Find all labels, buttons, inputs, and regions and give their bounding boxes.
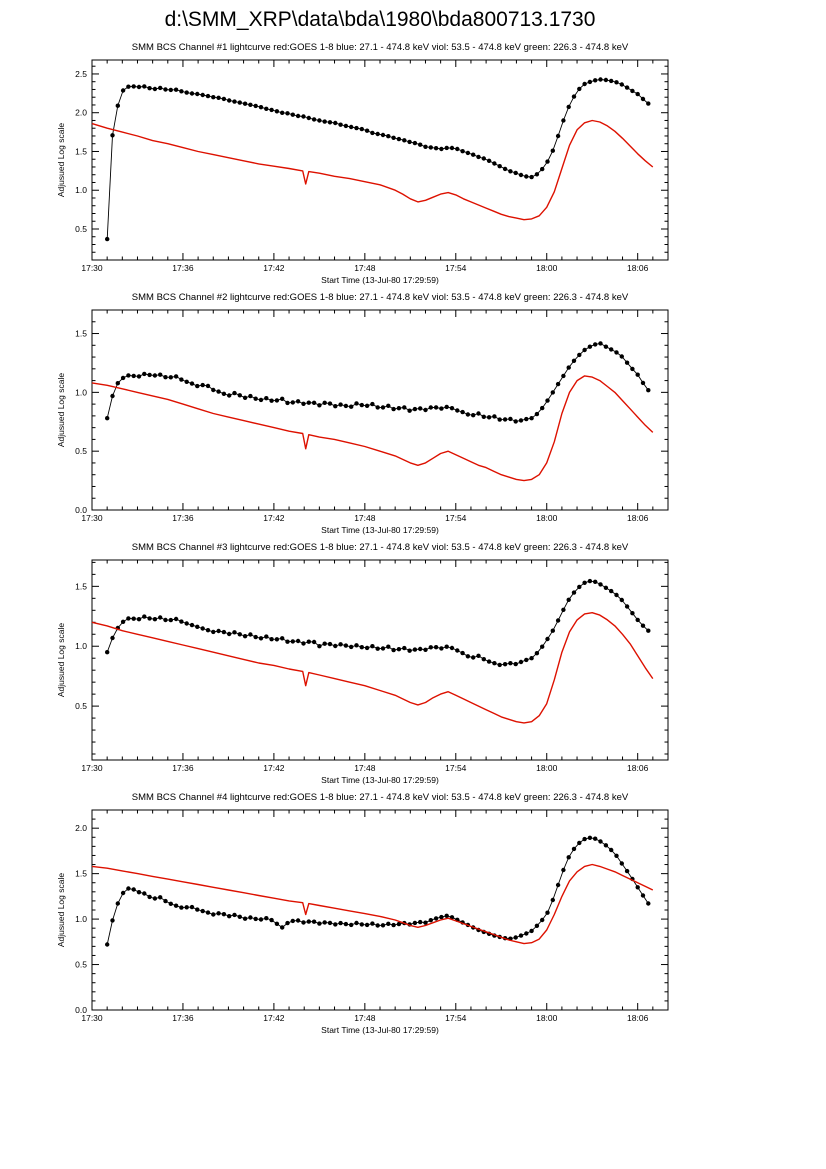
- y-tick-label: 0.5: [75, 224, 87, 234]
- y-tick-label: 1.5: [75, 869, 87, 879]
- plot-frame: [91, 809, 669, 1011]
- y-tick-label: 1.0: [75, 914, 87, 924]
- y-tick-label: 1.5: [75, 329, 87, 339]
- chart-panel-1: SMM BCS Channel #1 lightcurve red:GOES 1…: [56, 42, 669, 285]
- x-tick-label: 17:36: [172, 763, 194, 773]
- x-tick-label: 18:00: [536, 263, 558, 273]
- series-black-dots: [105, 341, 651, 424]
- x-tick-label: 17:36: [172, 1013, 194, 1023]
- y-tick-label: 0.0: [75, 505, 87, 515]
- series-red-line: [91, 612, 654, 724]
- series-red-line: [91, 375, 654, 482]
- y-axis-label: Adjusued Log scale: [56, 873, 66, 947]
- y-tick-label: 2.0: [75, 108, 87, 118]
- x-tick-label: 18:06: [627, 1013, 649, 1023]
- y-tick-label: 2.0: [75, 823, 87, 833]
- y-tick-label: 0.5: [75, 446, 87, 456]
- y-tick-label: 0.5: [75, 960, 87, 970]
- series-red-line: [91, 119, 654, 221]
- series-black-dots: [105, 77, 651, 242]
- chart-title: SMM BCS Channel #4 lightcurve red:GOES 1…: [132, 792, 629, 803]
- x-tick-label: 18:00: [536, 763, 558, 773]
- charts-container: SMM BCS Channel #1 lightcurve red:GOES 1…: [0, 38, 826, 1038]
- x-tick-label: 17:30: [81, 263, 103, 273]
- plot-frame: [91, 559, 669, 761]
- x-tick-label: 17:54: [445, 263, 467, 273]
- y-tick-label: 1.0: [75, 185, 87, 195]
- x-tick-label: 17:54: [445, 513, 467, 523]
- axis-ticks: [91, 60, 669, 261]
- axis-ticks: [91, 809, 669, 1011]
- x-tick-label: 18:00: [536, 1013, 558, 1023]
- chart-panel-3: SMM BCS Channel #3 lightcurve red:GOES 1…: [56, 542, 669, 785]
- series-red-line: [91, 863, 654, 945]
- y-tick-label: 1.5: [75, 581, 87, 591]
- x-axis-label: Start Time (13-Jul-80 17:29:59): [321, 1025, 439, 1035]
- x-tick-label: 17:48: [354, 1013, 376, 1023]
- series-black-dots: [105, 835, 651, 947]
- y-tick-label: 0.5: [75, 701, 87, 711]
- x-tick-label: 17:30: [81, 763, 103, 773]
- y-axis-label: Adjusued Log scale: [56, 123, 66, 197]
- x-tick-label: 17:42: [263, 513, 285, 523]
- y-tick-label: 1.0: [75, 641, 87, 651]
- x-tick-label: 17:54: [445, 763, 467, 773]
- axis-ticks: [91, 309, 669, 511]
- chart-title: SMM BCS Channel #2 lightcurve red:GOES 1…: [132, 292, 629, 303]
- x-axis-label: Start Time (13-Jul-80 17:29:59): [321, 775, 439, 785]
- series-black-dots: [105, 578, 651, 668]
- x-tick-label: 17:36: [172, 513, 194, 523]
- y-tick-label: 2.5: [75, 69, 87, 79]
- x-axis-label: Start Time (13-Jul-80 17:29:59): [321, 525, 439, 535]
- y-axis-label: Adjusued Log scale: [56, 623, 66, 697]
- y-axis-label: Adjusued Log scale: [56, 373, 66, 447]
- y-tick-label: 0.0: [75, 1005, 87, 1015]
- axis-ticks: [91, 560, 669, 760]
- page-title: d:\SMM_XRP\data\bda\1980\bda800713.1730: [164, 8, 596, 31]
- y-tick-label: 1.0: [75, 387, 87, 397]
- chart-title: SMM BCS Channel #3 lightcurve red:GOES 1…: [132, 542, 629, 553]
- x-tick-label: 17:48: [354, 263, 376, 273]
- x-tick-label: 17:30: [81, 513, 103, 523]
- x-tick-label: 17:48: [354, 513, 376, 523]
- x-tick-label: 17:36: [172, 263, 194, 273]
- x-tick-label: 17:30: [81, 1013, 103, 1023]
- x-tick-label: 17:42: [263, 1013, 285, 1023]
- x-tick-label: 18:06: [627, 513, 649, 523]
- y-tick-label: 1.5: [75, 146, 87, 156]
- x-tick-label: 18:00: [536, 513, 558, 523]
- x-axis-label: Start Time (13-Jul-80 17:29:59): [321, 275, 439, 285]
- chart-title: SMM BCS Channel #1 lightcurve red:GOES 1…: [132, 42, 629, 53]
- x-tick-label: 17:54: [445, 1013, 467, 1023]
- x-tick-label: 17:42: [263, 763, 285, 773]
- x-tick-label: 18:06: [627, 763, 649, 773]
- x-tick-label: 17:48: [354, 763, 376, 773]
- chart-panel-2: SMM BCS Channel #2 lightcurve red:GOES 1…: [56, 292, 669, 535]
- x-tick-label: 18:06: [627, 263, 649, 273]
- plot-frame: [91, 309, 669, 511]
- x-tick-label: 17:42: [263, 263, 285, 273]
- chart-panel-4: SMM BCS Channel #4 lightcurve red:GOES 1…: [56, 792, 669, 1035]
